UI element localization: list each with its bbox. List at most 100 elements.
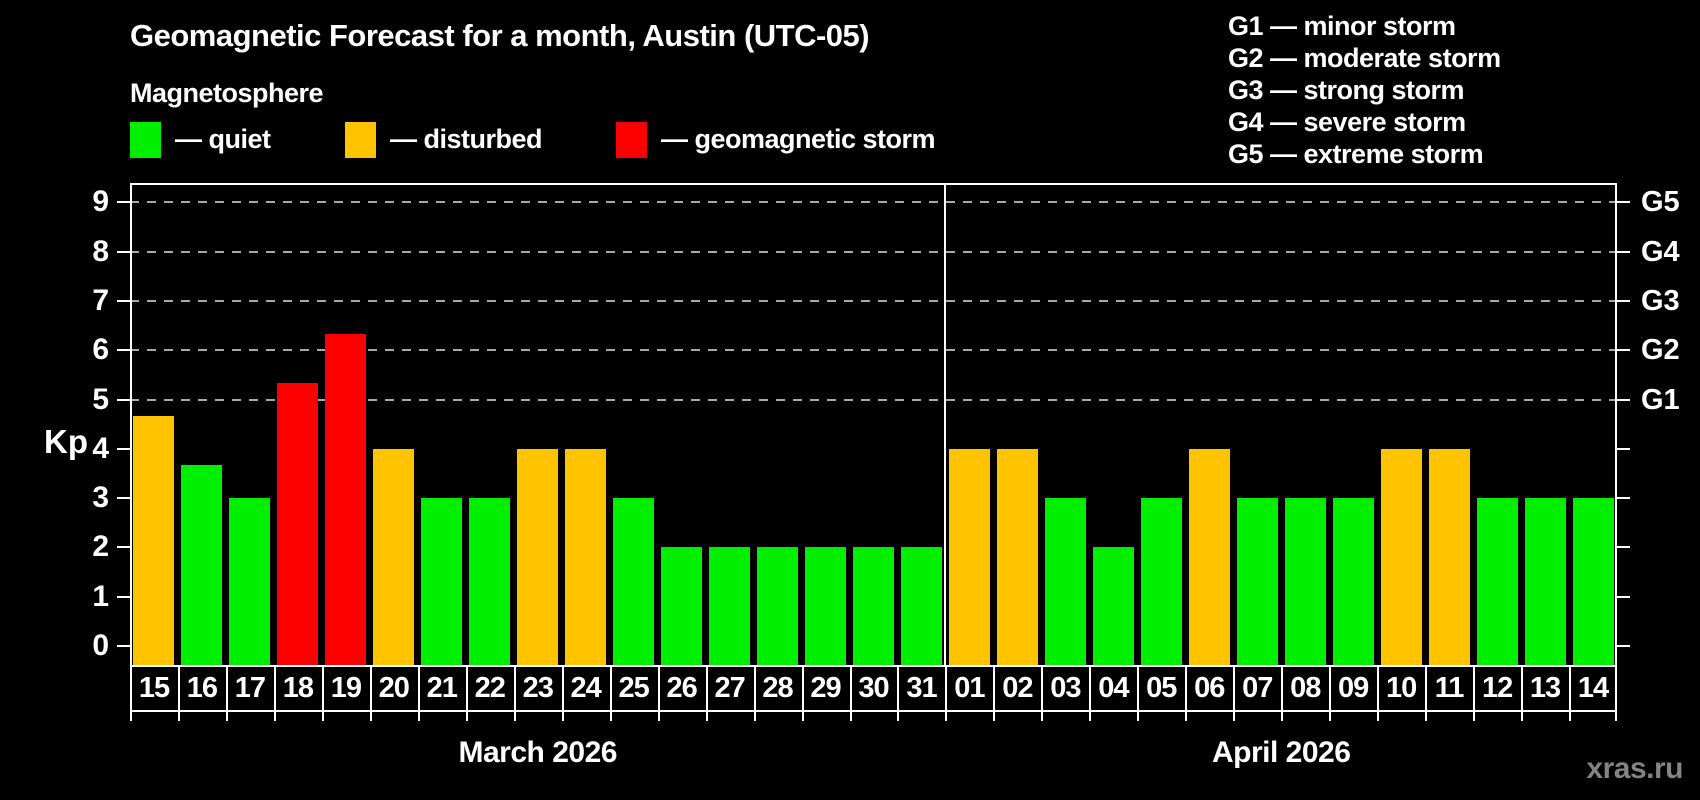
legend-label-disturbed: — disturbed <box>390 124 543 154</box>
y-axis-tick-right <box>1617 595 1630 598</box>
date-cell-label: 21 <box>426 672 458 704</box>
chart-bar <box>1524 498 1566 667</box>
chart-bar <box>1092 547 1134 667</box>
storm-color-swatch <box>616 121 647 158</box>
chart-title: Geomagnetic Forecast for a month, Austin… <box>130 18 870 53</box>
date-cell-label: 19 <box>330 672 362 704</box>
x-axis-tick <box>754 712 756 721</box>
chart-bar <box>181 465 223 667</box>
month-label: April 2026 <box>1212 736 1351 769</box>
date-cell-divider <box>322 667 324 712</box>
gridline-kp7 <box>130 299 1617 302</box>
y-axis-tick-right <box>1617 645 1630 647</box>
date-cell-label: 12 <box>1481 672 1513 704</box>
gridline-kp5 <box>130 398 1617 401</box>
x-axis-tick <box>514 712 516 721</box>
date-cell-divider <box>1615 667 1617 712</box>
date-cell-divider <box>130 667 132 712</box>
legend-label-quiet: — quiet <box>175 124 271 154</box>
date-cell-label: 28 <box>762 672 793 704</box>
date-cell-label: 20 <box>378 672 410 704</box>
chart-bar <box>805 547 847 667</box>
x-axis-tick <box>130 712 132 721</box>
g-scale-axis-label: G3 <box>1641 284 1680 317</box>
x-axis-tick <box>226 712 228 721</box>
chart-bar <box>900 547 942 667</box>
chart-bar <box>1188 448 1230 667</box>
date-cell-label: 24 <box>570 672 602 704</box>
y-axis-tick-left <box>117 250 130 253</box>
x-axis-tick <box>1521 712 1523 721</box>
x-axis-tick <box>1185 712 1187 721</box>
x-axis-tick <box>897 712 899 721</box>
date-cell-divider <box>226 667 228 712</box>
x-axis-tick <box>1089 712 1091 721</box>
g-scale-legend-line: G3 — strong storm <box>1228 75 1465 105</box>
date-cell-divider <box>1521 667 1523 712</box>
date-cell-label: 07 <box>1242 672 1273 704</box>
date-cell-divider <box>466 667 468 712</box>
g-scale-axis-label: G1 <box>1641 383 1680 416</box>
y-axis-tick-left <box>117 349 130 352</box>
y-axis-tick-left <box>117 447 130 450</box>
chart-bar <box>1332 498 1374 667</box>
y-axis-tick-right <box>1617 447 1630 450</box>
chart-bar <box>229 498 271 667</box>
chart-bar <box>325 333 367 667</box>
gridline-kp6 <box>130 349 1617 352</box>
date-cell-label: 06 <box>1194 672 1225 704</box>
date-cell-divider <box>754 667 756 712</box>
y-axis-tick-left <box>117 595 130 598</box>
y-axis-tick-label: 9 <box>92 185 109 219</box>
date-cell-divider <box>706 667 708 712</box>
plot-area <box>130 183 1617 667</box>
x-axis-tick <box>274 712 276 721</box>
date-cell-divider <box>945 667 947 712</box>
y-axis-tick-label: 1 <box>92 579 109 613</box>
date-cell-divider <box>1233 667 1235 712</box>
g-scale-legend-line: G1 — minor storm <box>1228 11 1456 41</box>
date-cell-label: 11 <box>1434 672 1465 704</box>
x-axis-tick <box>466 712 468 721</box>
date-cell-label: 14 <box>1577 672 1609 704</box>
chart-bar <box>1380 448 1422 667</box>
y-axis-tick-right <box>1617 497 1630 500</box>
date-cell-divider <box>418 667 420 712</box>
x-axis-tick <box>993 712 995 721</box>
x-axis-tick <box>1377 712 1379 721</box>
g-scale-axis-label: G5 <box>1641 186 1680 219</box>
month-label: March 2026 <box>458 736 618 769</box>
quiet-color-swatch <box>130 121 161 158</box>
y-axis-tick-left <box>117 546 130 549</box>
date-cell-divider <box>562 667 564 712</box>
g-scale-axis-label: G4 <box>1641 235 1680 268</box>
x-axis-tick <box>370 712 372 721</box>
date-cell-divider <box>897 667 899 712</box>
chart-bar <box>1284 498 1326 667</box>
chart-bar <box>517 448 559 667</box>
x-axis-tick <box>1473 712 1475 721</box>
x-axis-tick <box>802 712 804 721</box>
x-axis-tick <box>658 712 660 721</box>
y-axis-tick-label: 2 <box>92 530 109 564</box>
y-axis-tick-left <box>117 645 130 647</box>
x-axis-tick <box>610 712 612 721</box>
date-cell-label: 09 <box>1338 672 1369 704</box>
x-axis-tick <box>1425 712 1427 721</box>
g-scale-legend-line: G2 — moderate storm <box>1228 43 1501 73</box>
y-axis-tick-right <box>1617 398 1630 401</box>
date-axis-row: 15 16 17 18 19 20 21 22 23 24 25 26 27 28 29 30 31 01 02 03… <box>130 667 1617 721</box>
legend-item-disturbed: — disturbed <box>345 121 543 158</box>
g-scale-legend-line: G4 — severe storm <box>1228 107 1466 137</box>
date-cell-divider <box>850 667 852 712</box>
date-cell-label: 04 <box>1098 672 1129 704</box>
date-cell-divider <box>1425 667 1427 712</box>
x-axis-tick <box>322 712 324 721</box>
g-scale-legend: G1 — minor storm G2 — moderate storm G3 … <box>1228 10 1501 170</box>
y-axis-tick-label: 5 <box>92 382 109 416</box>
date-cell-label: 18 <box>282 672 314 704</box>
date-cell-label: 29 <box>810 672 841 704</box>
legend-item-quiet: — quiet <box>130 121 271 158</box>
y-axis-tick-left <box>117 201 130 204</box>
